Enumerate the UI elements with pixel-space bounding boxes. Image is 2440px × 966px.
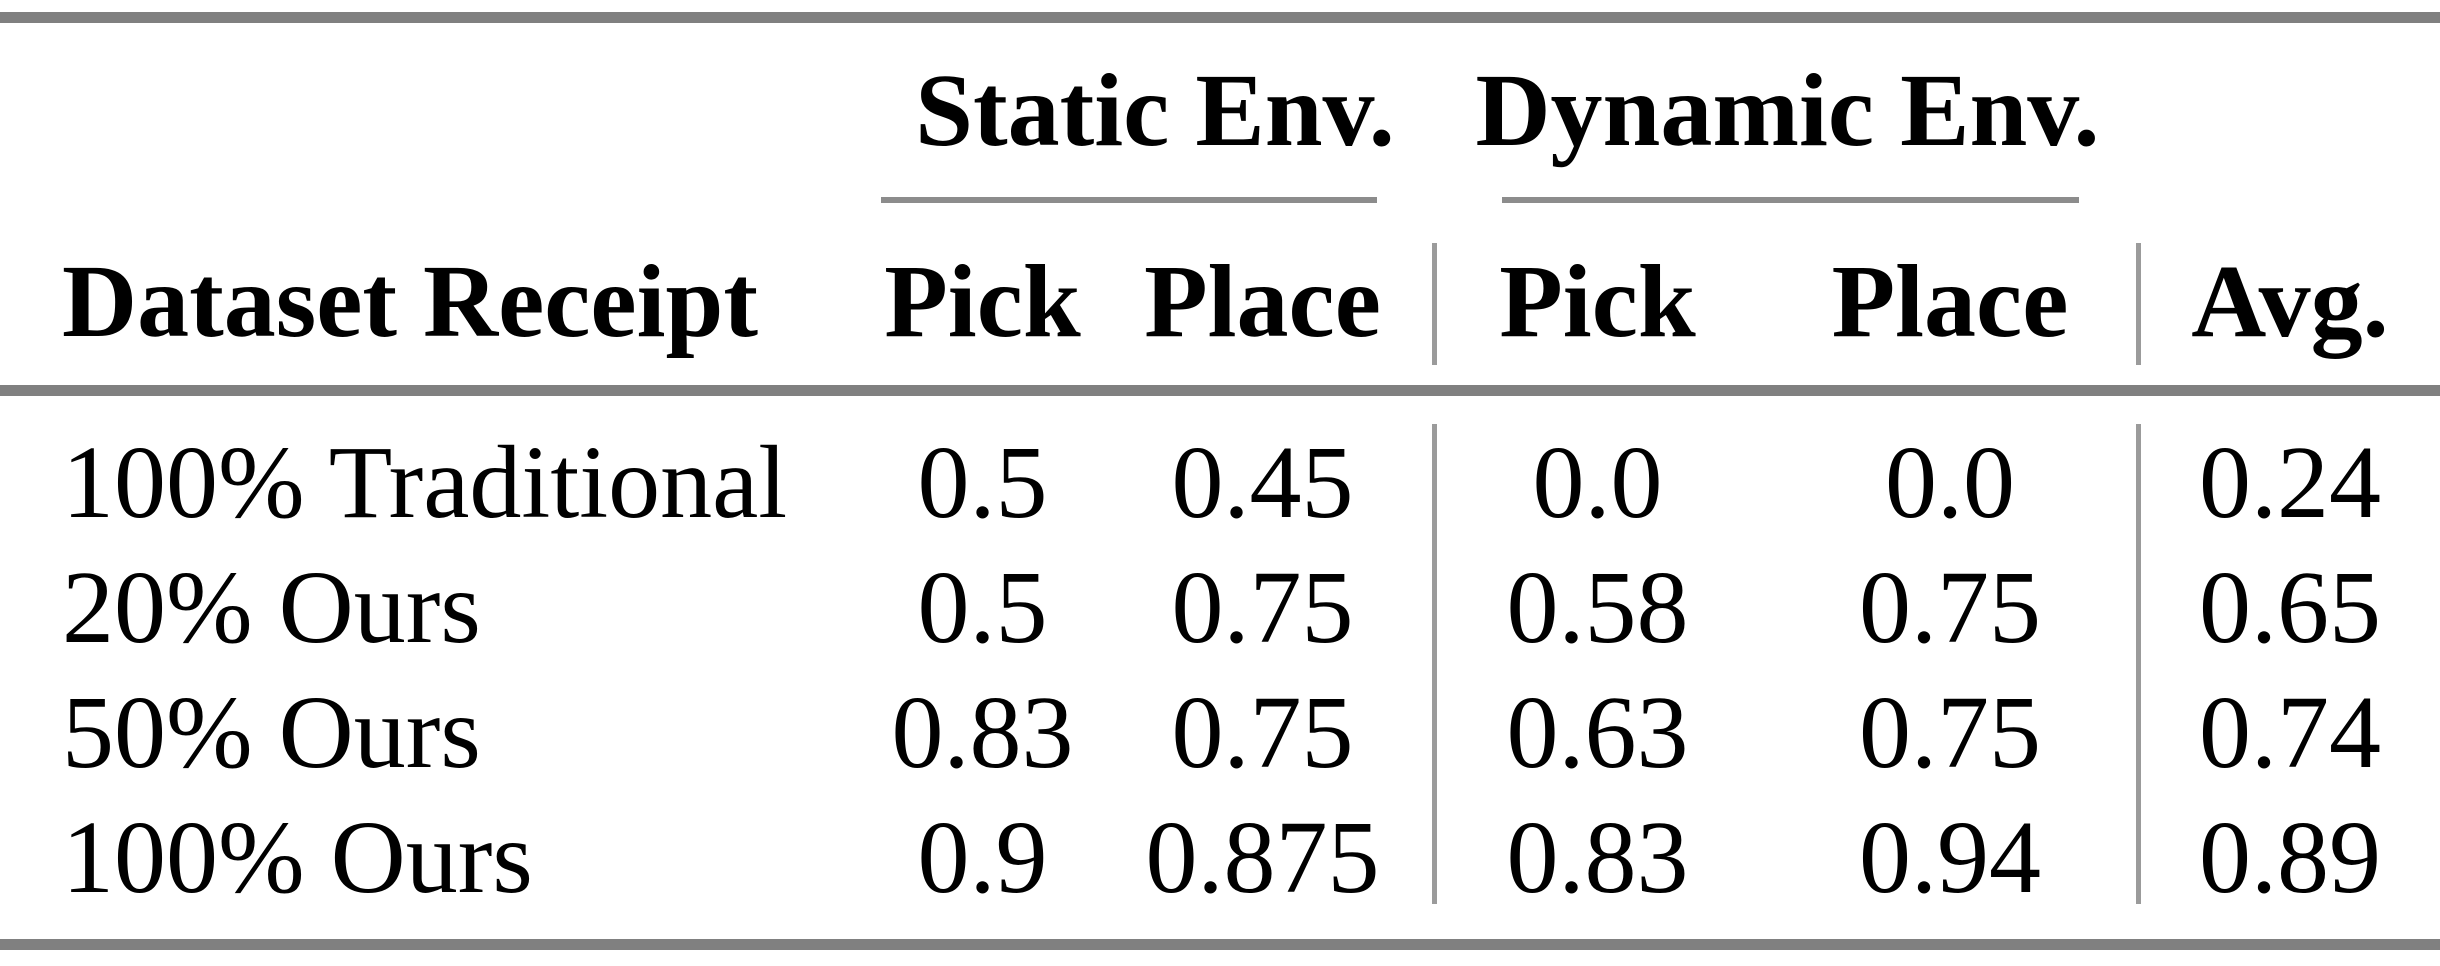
table-body: 100% Traditional 0.5 0.45 0.0 0.0 0.24 2… <box>0 420 2440 920</box>
cell-dynamic-place: 0.75 <box>1859 675 2041 790</box>
dynamic-env-underline <box>1502 197 2079 203</box>
cell-static-pick: 0.9 <box>917 800 1048 915</box>
column-header-dynamic-place: Place <box>1831 244 2069 359</box>
header-divider-avg <box>2136 243 2141 365</box>
body-divider-dynamic <box>1432 424 1437 904</box>
mid-rule <box>0 385 2440 396</box>
row-label: 100% Ours <box>62 800 533 915</box>
group-header-dynamic-env: Dynamic Env. <box>1475 52 2100 168</box>
column-header-dynamic-pick: Pick <box>1499 244 1696 359</box>
column-header-avg: Avg. <box>2191 244 2389 359</box>
header-divider-dynamic <box>1432 243 1437 365</box>
cell-avg: 0.65 <box>2199 550 2381 665</box>
cell-static-place: 0.75 <box>1171 550 1354 665</box>
cell-static-place: 0.875 <box>1145 800 1380 915</box>
cell-avg: 0.89 <box>2199 800 2381 915</box>
row-label: 50% Ours <box>62 675 481 790</box>
column-header-static-place: Place <box>1144 244 1381 359</box>
cell-static-pick: 0.5 <box>917 550 1048 665</box>
row-label: 20% Ours <box>62 550 481 665</box>
top-rule <box>0 12 2440 23</box>
cell-avg: 0.74 <box>2199 675 2381 790</box>
column-header-row: Dataset Receipt Pick Place Pick Place Av… <box>0 228 2440 375</box>
cell-dynamic-pick: 0.58 <box>1506 550 1689 665</box>
cell-static-pick: 0.5 <box>917 425 1048 540</box>
row-label: 100% Traditional <box>62 425 788 540</box>
cell-dynamic-pick: 0.63 <box>1506 675 1689 790</box>
cell-dynamic-place: 0.0 <box>1885 425 2015 540</box>
bottom-rule <box>0 939 2440 950</box>
cell-dynamic-pick: 0.0 <box>1532 425 1663 540</box>
group-header-static-env: Static Env. <box>915 52 1395 168</box>
column-header-dataset: Dataset Receipt <box>62 244 758 359</box>
cell-avg: 0.24 <box>2199 425 2381 540</box>
cell-static-place: 0.45 <box>1171 425 1354 540</box>
static-env-underline <box>881 197 1377 203</box>
body-divider-avg <box>2136 424 2141 904</box>
cell-static-place: 0.75 <box>1171 675 1354 790</box>
cell-dynamic-pick: 0.83 <box>1506 800 1689 915</box>
cell-dynamic-place: 0.94 <box>1859 800 2041 915</box>
cell-static-pick: 0.83 <box>891 675 1074 790</box>
cell-dynamic-place: 0.75 <box>1859 550 2041 665</box>
column-header-static-pick: Pick <box>884 244 1081 359</box>
